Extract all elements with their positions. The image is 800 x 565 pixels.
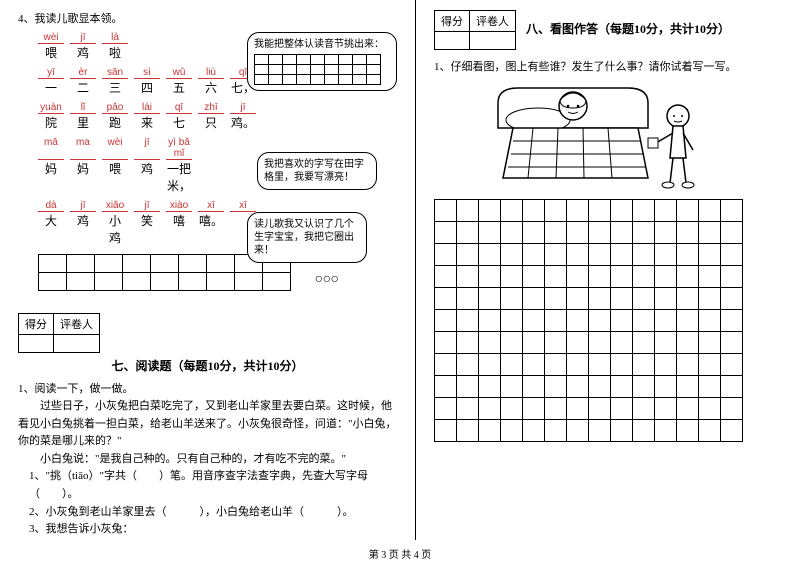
score-label: 得分 xyxy=(19,314,54,335)
page-columns: 4、我读儿歌显本领。 wèijīlà喂鸡啦yīèrsānsìwǔliùqī一二三… xyxy=(0,0,800,540)
left-column: 4、我读儿歌显本领。 wèijīlà喂鸡啦yīèrsānsìwǔliùqī一二三… xyxy=(0,0,416,540)
reading-sub2: 2、小灰兔到老山羊家里去（ ），小白兔给老山羊（ ）。 xyxy=(29,504,397,522)
rhyme-area: wèijīlà喂鸡啦yīèrsānsìwǔliùqī一二三四五六七，yuànlǐ… xyxy=(18,32,397,246)
score-cell[interactable] xyxy=(435,32,470,50)
reading-p2: 小白兔说："是我自己种的。只有自己种的，才有吃不完的菜。" xyxy=(18,451,397,469)
right-column: 得分 评卷人 八、看图作答（每题10分，共计10分） 1、仔细看图，图上有些谁？… xyxy=(416,0,800,540)
score-label: 得分 xyxy=(435,11,470,32)
reading-q1: 1、阅读一下，做一做。 xyxy=(18,380,397,396)
q4-label: 4、我读儿歌显本领。 xyxy=(18,10,397,26)
page-footer: 第 3 页 共 4 页 xyxy=(0,546,800,561)
grader-cell[interactable] xyxy=(470,32,516,50)
reading-sub3: 3、我想告诉小灰兔： xyxy=(29,521,397,539)
reading-sub1: 1、"挑（tiāo）"字共（ ）笔。用音序查字法查字典，先查大写字母（ ）。 xyxy=(29,468,397,503)
section-8-header: 得分 评卷人 八、看图作答（每题10分，共计10分） xyxy=(434,10,782,54)
grader-label: 评卷人 xyxy=(470,11,516,32)
section-7-title: 七、阅读题（每题10分，共计10分） xyxy=(18,357,397,374)
bubble-1-text: 我能把整体认读音节挑出来： xyxy=(254,39,384,50)
score-cell[interactable] xyxy=(19,335,54,353)
score-box-7: 得分 评卷人 xyxy=(18,313,100,353)
score-box-8: 得分 评卷人 xyxy=(434,10,516,50)
bubble-2: 我把喜欢的字写在田字格里，我要写漂亮！ xyxy=(257,152,377,190)
q8-1-text: 1、仔细看图，图上有些谁？发生了什么事？请你试着写一写。 xyxy=(434,58,782,74)
bubble-3-text: 读儿歌我又认识了几个生字宝宝，我把它圈出来！ xyxy=(254,219,354,256)
bubble-2-text: 我把喜欢的字写在田字格里，我要写漂亮！ xyxy=(264,159,364,183)
bubble-1: 我能把整体认读音节挑出来： xyxy=(247,32,397,91)
reading-p1: 过些日子，小灰兔把白菜吃完了，又到老山羊家里去要白菜。这时候，他看见小白兔挑着一… xyxy=(18,398,397,451)
bubble-3: 读儿歌我又认识了几个生字宝宝，我把它圈出来！ xyxy=(247,212,367,263)
bubble-1-grid xyxy=(254,54,381,85)
grader-label: 评卷人 xyxy=(54,314,100,335)
thought-tail: ○ ○ ○ xyxy=(315,272,337,288)
section-8-title: 八、看图作答（每题10分，共计10分） xyxy=(526,20,730,37)
illustration xyxy=(478,78,738,193)
writing-grid[interactable] xyxy=(434,199,743,442)
grader-cell[interactable] xyxy=(54,335,100,353)
